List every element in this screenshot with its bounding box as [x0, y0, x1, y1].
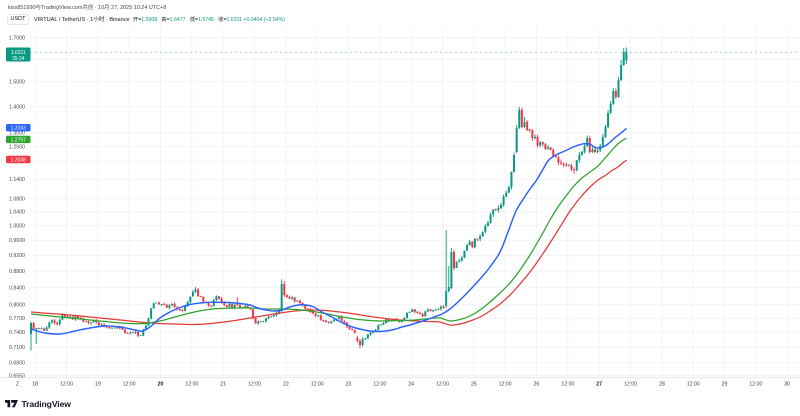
- svg-text:0.8000: 0.8000: [9, 303, 25, 309]
- svg-text:1.0400: 1.0400: [9, 210, 25, 216]
- svg-text:1.4000: 1.4000: [9, 104, 25, 110]
- svg-text:30: 30: [784, 382, 790, 388]
- svg-text:26: 26: [534, 382, 540, 388]
- svg-text:0.6550: 0.6550: [9, 374, 25, 380]
- svg-text:28: 28: [659, 382, 665, 388]
- svg-text:1.3163: 1.3163: [11, 126, 27, 132]
- svg-text:12:00: 12:00: [624, 382, 637, 388]
- svg-text:1.7000: 1.7000: [9, 36, 25, 42]
- svg-text:0.7700: 0.7700: [9, 316, 25, 322]
- svg-text:12:00: 12:00: [499, 382, 512, 388]
- svg-text:12:00: 12:00: [687, 382, 700, 388]
- svg-text:23: 23: [346, 382, 352, 388]
- svg-text:0.7400: 0.7400: [9, 330, 25, 336]
- svg-text:1.0000: 1.0000: [9, 224, 25, 230]
- svg-text:12:00: 12:00: [561, 382, 574, 388]
- svg-text:12:00: 12:00: [248, 382, 261, 388]
- svg-text:21: 21: [220, 382, 226, 388]
- svg-text:Z: Z: [16, 382, 19, 388]
- svg-text:0.8400: 0.8400: [9, 285, 25, 291]
- svg-text:1.1400: 1.1400: [9, 177, 25, 183]
- svg-text:12:00: 12:00: [60, 382, 73, 388]
- svg-text:12:00: 12:00: [749, 382, 762, 388]
- svg-text:22: 22: [283, 382, 289, 388]
- svg-text:1.2038: 1.2038: [11, 157, 27, 163]
- svg-text:1.0800: 1.0800: [9, 196, 25, 202]
- svg-text:29: 29: [722, 382, 728, 388]
- svg-text:0.7100: 0.7100: [9, 345, 25, 351]
- svg-text:19: 19: [95, 382, 101, 388]
- svg-text:12:00: 12:00: [185, 382, 198, 388]
- svg-text:1.5000: 1.5000: [9, 80, 25, 86]
- svg-text:35:34: 35:34: [12, 56, 25, 62]
- svg-text:20: 20: [158, 382, 164, 388]
- svg-text:25: 25: [471, 382, 477, 388]
- svg-text:1.2797: 1.2797: [11, 137, 27, 143]
- svg-text:0.8800: 0.8800: [9, 269, 25, 275]
- svg-text:18: 18: [32, 382, 38, 388]
- svg-text:27: 27: [596, 382, 602, 388]
- svg-text:0.6800: 0.6800: [9, 360, 25, 366]
- svg-text:12:00: 12:00: [123, 382, 136, 388]
- svg-text:1.2500: 1.2500: [9, 145, 25, 151]
- svg-text:1.3000: 1.3000: [9, 131, 25, 137]
- svg-text:12:00: 12:00: [436, 382, 449, 388]
- svg-text:0.9200: 0.9200: [9, 253, 25, 259]
- svg-text:0.9600: 0.9600: [9, 238, 25, 244]
- svg-text:12:00: 12:00: [373, 382, 386, 388]
- svg-text:1.6311: 1.6311: [11, 50, 26, 56]
- svg-text:24: 24: [408, 382, 414, 388]
- svg-text:12:00: 12:00: [311, 382, 324, 388]
